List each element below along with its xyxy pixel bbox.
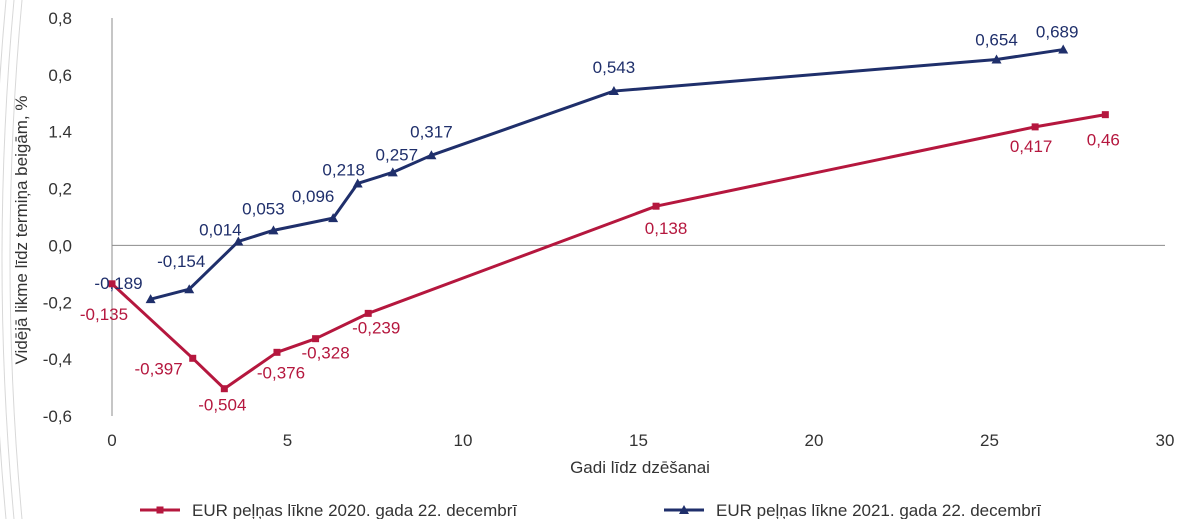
data-label: 0,654 <box>975 31 1018 50</box>
data-label: -0,239 <box>352 318 400 337</box>
decorative-arc <box>9 0 23 519</box>
data-point-marker <box>352 178 363 188</box>
data-point-marker <box>991 54 1002 64</box>
x-tick-label: 0 <box>107 431 116 450</box>
x-tick-label: 30 <box>1156 431 1175 450</box>
x-tick-label: 20 <box>805 431 824 450</box>
data-point-marker <box>220 385 228 393</box>
data-point-marker <box>108 280 116 288</box>
y-tick-label: 0,2 <box>48 180 72 199</box>
data-point-marker <box>145 294 156 304</box>
data-point-marker <box>1101 111 1109 119</box>
data-point-marker <box>328 213 339 223</box>
data-label: -0,189 <box>94 274 142 293</box>
data-point-marker <box>652 202 660 210</box>
series-line-1 <box>150 48 1064 301</box>
data-point-marker <box>387 167 398 177</box>
data-point-marker <box>1058 44 1069 54</box>
legend-label-2021: EUR peļņas līkne 2021. gada 22. decembrī <box>716 501 1041 519</box>
x-tick-label: 5 <box>283 431 292 450</box>
x-tick-label: 15 <box>629 431 648 450</box>
data-label: -0,328 <box>301 344 349 363</box>
data-point-marker <box>1031 123 1039 131</box>
data-label: -0,376 <box>257 363 305 382</box>
data-label: -0,154 <box>157 252 205 271</box>
x-axis-title: Gadi līdz dzēšanai <box>570 458 710 477</box>
legend-marker-2020 <box>156 506 164 514</box>
legend-item-2020: EUR peļņas līkne 2020. gada 22. decembrī <box>140 501 517 519</box>
y-tick-label: -0,6 <box>43 407 72 426</box>
decorative-arcs <box>0 0 23 519</box>
data-label: 0,257 <box>376 145 419 164</box>
y-tick-label: 1.4 <box>48 123 72 142</box>
data-label: -0,397 <box>135 359 183 378</box>
y-axis-title: Vidējā likme līdz termiņa beigām, % <box>12 96 31 365</box>
series-line-0 <box>110 113 1106 391</box>
data-point-marker <box>268 225 279 235</box>
decorative-arc <box>0 0 7 519</box>
data-label: 0,218 <box>322 160 365 179</box>
markers <box>108 44 1109 393</box>
y-tick-label: -0,2 <box>43 293 72 312</box>
data-label: 0,053 <box>242 199 285 218</box>
y-tick-label: -0,4 <box>43 350 72 369</box>
data-label: 0,096 <box>292 187 335 206</box>
x-tick-label: 10 <box>454 431 473 450</box>
data-label: 0,543 <box>593 58 636 77</box>
y-tick-label: 0,6 <box>48 66 72 85</box>
data-point-marker <box>312 335 320 343</box>
data-point-marker <box>233 236 244 246</box>
data-label: 0,417 <box>1010 137 1053 156</box>
legend-marker-2021 <box>679 505 689 514</box>
data-label: -0,135 <box>80 305 128 324</box>
decorative-arc <box>1 0 15 519</box>
data-point-marker <box>189 354 197 362</box>
data-label: -0,504 <box>198 396 246 415</box>
data-point-marker <box>273 348 281 356</box>
x-tick-label: 25 <box>980 431 999 450</box>
y-tick-label: 0,0 <box>48 236 72 255</box>
series-lines <box>110 48 1106 391</box>
data-label: 0,138 <box>645 219 688 238</box>
data-point-marker <box>426 150 437 160</box>
legend-item-2021: EUR peļņas līkne 2021. gada 22. decembrī <box>664 501 1041 519</box>
data-labels: -0,135 -0,397 -0,504 -0,376-0,328-0,239 0,13… <box>80 23 1120 415</box>
data-label: 0,317 <box>410 122 453 141</box>
data-label: 0,014 <box>199 220 242 239</box>
axes: -0,6 -0,4 -0,2 0,0 0,2 1.4 0,6 0,8 0 5 10 15 20 25 30 <box>43 9 1175 450</box>
y-tick-label: 0,8 <box>48 9 72 28</box>
legend: EUR peļņas līkne 2020. gada 22. decembrī… <box>140 501 1041 519</box>
data-point-marker <box>184 284 195 294</box>
data-label: 0,689 <box>1036 23 1079 42</box>
data-label: 0,46 <box>1087 131 1120 150</box>
legend-label-2020: EUR peļņas līkne 2020. gada 22. decembrī <box>192 501 517 519</box>
data-point-marker <box>364 309 372 317</box>
data-point-marker <box>608 86 619 96</box>
